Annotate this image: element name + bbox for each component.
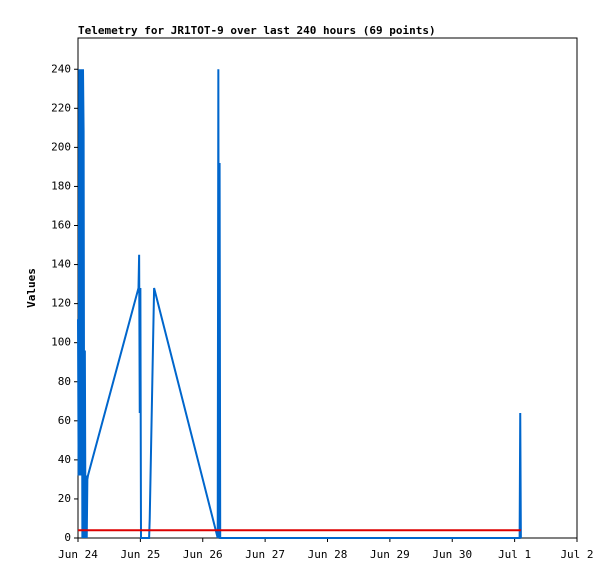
y-tick-label: 140 xyxy=(51,258,71,271)
y-tick-label: 80 xyxy=(58,375,71,388)
y-tick-label: 240 xyxy=(51,62,71,75)
y-axis-label: Values xyxy=(25,268,38,308)
chart-title: Telemetry for JR1TOT-9 over last 240 hou… xyxy=(78,24,436,37)
x-tick-label: Jun 28 xyxy=(308,548,348,561)
y-tick-label: 0 xyxy=(64,531,71,544)
y-tick-label: 100 xyxy=(51,336,71,349)
y-tick-label: 180 xyxy=(51,179,71,192)
series-line xyxy=(77,69,522,539)
x-tick-label: Jun 25 xyxy=(121,548,161,561)
y-tick-label: 20 xyxy=(58,492,71,505)
x-tick-label: Jun 27 xyxy=(245,548,285,561)
x-tick-label: Jun 30 xyxy=(432,548,472,561)
x-tick-label: Jun 26 xyxy=(183,548,223,561)
plot-frame xyxy=(77,37,578,539)
y-tick-label: 120 xyxy=(51,297,71,310)
x-tick-label: Jul 1 xyxy=(498,548,531,561)
x-tick-label: Jul 2 xyxy=(560,548,593,561)
y-tick-label: 60 xyxy=(58,414,71,427)
x-tick-label: Jun 29 xyxy=(370,548,410,561)
y-tick-label: 160 xyxy=(51,219,71,232)
x-tick-label: Jun 24 xyxy=(58,548,98,561)
y-tick-label: 220 xyxy=(51,101,71,114)
y-tick-label: 40 xyxy=(58,453,71,466)
y-tick-label: 200 xyxy=(51,140,71,153)
